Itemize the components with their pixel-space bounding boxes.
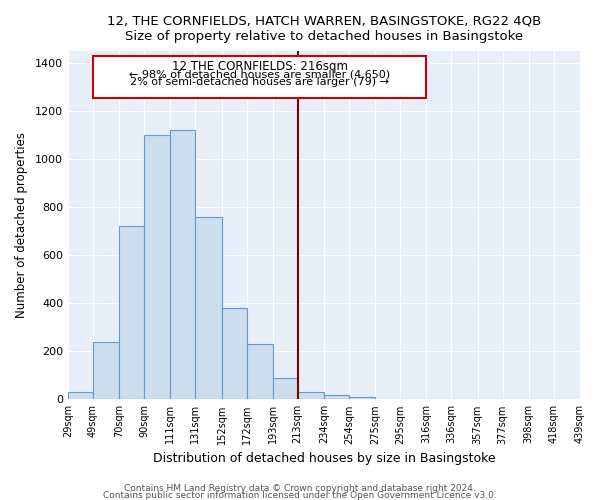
Text: Contains public sector information licensed under the Open Government Licence v3: Contains public sector information licen… xyxy=(103,491,497,500)
Bar xyxy=(196,217,221,400)
Y-axis label: Number of detached properties: Number of detached properties xyxy=(15,132,28,318)
Bar xyxy=(298,392,324,400)
Bar xyxy=(324,394,349,400)
FancyBboxPatch shape xyxy=(93,56,427,98)
Bar xyxy=(349,397,375,400)
Bar xyxy=(221,308,247,400)
Text: ← 98% of detached houses are smaller (4,650): ← 98% of detached houses are smaller (4,… xyxy=(129,69,390,79)
Bar xyxy=(247,344,273,400)
X-axis label: Distribution of detached houses by size in Basingstoke: Distribution of detached houses by size … xyxy=(152,452,495,465)
Bar xyxy=(119,226,144,400)
Bar xyxy=(170,130,196,400)
Bar xyxy=(273,378,298,400)
Text: 12 THE CORNFIELDS: 216sqm: 12 THE CORNFIELDS: 216sqm xyxy=(172,60,347,73)
Text: 2% of semi-detached houses are larger (79) →: 2% of semi-detached houses are larger (7… xyxy=(130,77,389,87)
Title: 12, THE CORNFIELDS, HATCH WARREN, BASINGSTOKE, RG22 4QB
Size of property relativ: 12, THE CORNFIELDS, HATCH WARREN, BASING… xyxy=(107,15,541,43)
Text: Contains HM Land Registry data © Crown copyright and database right 2024.: Contains HM Land Registry data © Crown c… xyxy=(124,484,476,493)
Bar xyxy=(68,392,93,400)
Bar xyxy=(93,342,119,400)
Bar xyxy=(144,135,170,400)
